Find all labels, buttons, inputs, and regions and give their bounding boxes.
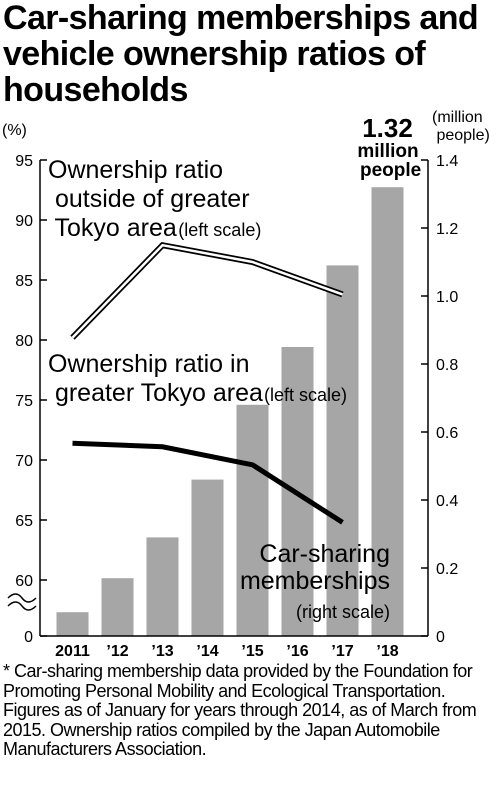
y-tick-label: 0 xyxy=(24,629,33,646)
y2-tick-label: 0.6 xyxy=(436,425,458,442)
bar xyxy=(236,404,269,636)
y2-tick-label: 1.2 xyxy=(436,221,458,238)
chart-title: Car-sharing memberships and vehicle owne… xyxy=(3,0,479,109)
bar xyxy=(326,265,359,636)
bar xyxy=(101,578,134,636)
line xyxy=(72,440,344,525)
x-tick-label: 2011 xyxy=(55,643,90,660)
line xyxy=(71,243,343,339)
y2-tick-label: 0 xyxy=(436,629,445,646)
x-tick-label: ’16 xyxy=(286,643,308,660)
scale-note: (left scale) xyxy=(178,220,261,240)
x-tick-label: ’13 xyxy=(151,643,173,660)
scale-note: (right scale) xyxy=(296,602,390,622)
y2-tick-label: 0.4 xyxy=(436,493,458,510)
x-tick-label: ’12 xyxy=(106,643,128,660)
y-tick-label: 90 xyxy=(15,213,33,230)
y-tick-label: 75 xyxy=(15,393,33,410)
y2-axis-label: (million people) xyxy=(432,109,490,144)
scale-note: (left scale) xyxy=(264,385,347,405)
y2-tick-label: 0.2 xyxy=(436,561,458,578)
y-tick-label: 60 xyxy=(15,573,33,590)
series-label: Ownership ratio in greater Tokyo area xyxy=(48,350,263,407)
x-tick-label: ’15 xyxy=(241,643,263,660)
axis-break xyxy=(7,593,37,611)
y2-tick-label: 1.4 xyxy=(436,153,458,170)
line-outline xyxy=(70,241,344,340)
annotation: million people xyxy=(355,141,422,181)
x-tick-label: ’17 xyxy=(331,643,353,660)
x-tick-label: ’14 xyxy=(196,643,218,660)
bar xyxy=(191,479,224,636)
bar xyxy=(56,612,89,636)
footnote: * Car-sharing membership data provided b… xyxy=(3,661,477,759)
y-axis-label: (%) xyxy=(2,122,27,139)
chart: 1.32 0 60 65 70 75 80 85 90 95 0 0.2 0.4 0.6 0.8 1.0 1.2… xyxy=(2,109,490,660)
series-label: Car-sharing memberships xyxy=(233,540,390,595)
x-tick-label: ’18 xyxy=(376,643,398,660)
y-tick-label: 70 xyxy=(15,453,33,470)
y-tick-label: 80 xyxy=(15,333,33,350)
value-label: 1.32 xyxy=(362,113,413,143)
y2-tick-label: 0.8 xyxy=(436,357,458,374)
series-label: Ownership ratio outside of greater Tokyo… xyxy=(48,156,250,242)
bar xyxy=(371,187,404,636)
y-tick-label: 95 xyxy=(15,153,33,170)
bar xyxy=(146,537,179,636)
y2-tick-label: 1.0 xyxy=(436,289,458,306)
y-tick-label: 65 xyxy=(15,513,33,530)
y-tick-label: 85 xyxy=(15,273,33,290)
